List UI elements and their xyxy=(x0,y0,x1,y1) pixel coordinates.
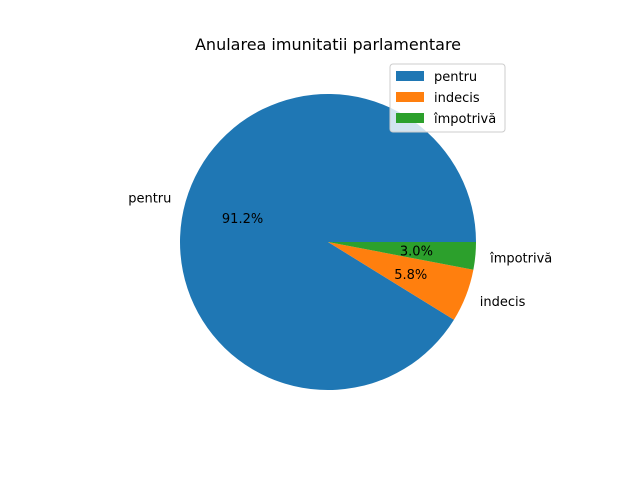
chart-title: Anularea imunitatii parlamentare xyxy=(195,35,461,54)
pie-slice-impotriva xyxy=(328,242,476,270)
wedge-label-indecis: indecis xyxy=(480,295,526,310)
percent-label-pentru: 91.2% xyxy=(222,212,263,227)
percent-label-indecis: 5.8% xyxy=(394,268,427,283)
pie-slices xyxy=(180,94,477,391)
legend: pentru indecis împotrivă xyxy=(389,63,506,133)
percent-labels: 91.2% 5.8% 3.0% xyxy=(222,212,433,283)
legend-swatch-impotriva xyxy=(396,113,424,123)
pie-slice-pentru xyxy=(180,94,477,391)
wedge-label-impotriva: împotrivă xyxy=(489,251,552,266)
legend-label-pentru: pentru xyxy=(434,70,477,85)
wedge-label-pentru: pentru xyxy=(128,192,171,207)
legend-swatch-indecis xyxy=(396,92,424,102)
wedge-labels: pentru indecis împotrivă xyxy=(128,192,552,310)
legend-swatch-pentru xyxy=(396,71,424,81)
percent-label-impotriva: 3.0% xyxy=(400,244,433,259)
pie-slice-indecis xyxy=(328,242,474,320)
legend-label-indecis: indecis xyxy=(434,91,480,106)
legend-label-impotriva: împotrivă xyxy=(433,112,496,127)
